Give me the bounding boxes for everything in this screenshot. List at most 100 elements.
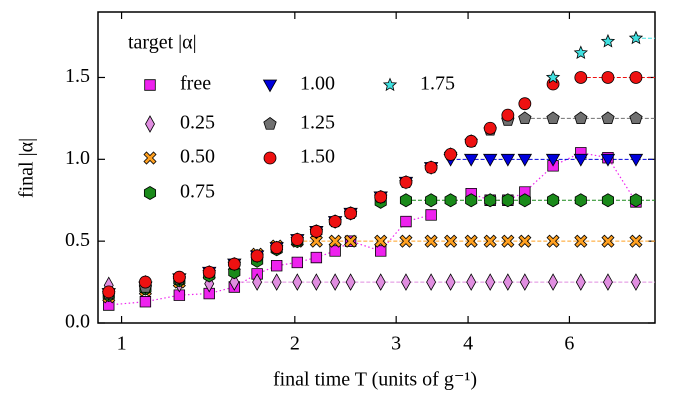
data-point xyxy=(344,234,358,248)
data-point xyxy=(444,193,457,208)
data-point xyxy=(482,153,498,167)
data-point xyxy=(463,153,479,167)
data-point xyxy=(173,289,186,301)
legend-marker xyxy=(263,117,277,130)
legend-label: 0.75 xyxy=(180,181,215,203)
data-point xyxy=(227,257,241,271)
data-point xyxy=(518,193,531,208)
data-point xyxy=(291,256,304,269)
data-point xyxy=(229,273,240,291)
data-point xyxy=(601,111,615,125)
y-tick-label: 1.0 xyxy=(65,147,90,169)
data-point xyxy=(374,190,388,204)
data-point xyxy=(600,33,616,48)
data-point xyxy=(139,296,152,308)
legend-marker xyxy=(262,79,278,93)
data-point xyxy=(424,161,438,174)
data-point xyxy=(601,193,614,208)
data-point xyxy=(517,153,533,167)
data-point xyxy=(601,234,615,248)
data-point xyxy=(311,273,322,291)
data-point xyxy=(290,233,304,246)
plot-frame xyxy=(97,11,656,324)
data-point xyxy=(546,234,560,248)
data-point xyxy=(629,111,643,125)
data-point xyxy=(345,273,356,291)
data-point xyxy=(501,108,515,122)
legend-title: target |α| xyxy=(128,32,197,54)
legend-label: free xyxy=(180,73,211,95)
x-tick-label: 2 xyxy=(290,333,300,355)
data-point xyxy=(425,209,437,221)
series-line xyxy=(108,214,432,306)
data-point xyxy=(309,224,323,238)
data-point xyxy=(309,234,323,248)
data-point xyxy=(546,111,560,125)
data-point xyxy=(344,206,357,220)
data-point xyxy=(310,251,323,264)
data-point xyxy=(465,193,478,208)
x-axis-label: final time T (units of g⁻¹) xyxy=(273,369,477,391)
data-point xyxy=(425,193,438,208)
data-point xyxy=(485,273,496,291)
data-point xyxy=(252,273,263,291)
legend-marker xyxy=(143,151,157,165)
data-point xyxy=(502,273,513,291)
data-point xyxy=(401,273,411,291)
y-axis-label: final |α| xyxy=(16,138,38,198)
data-point xyxy=(501,234,515,248)
x-tick-label: 6 xyxy=(564,333,574,355)
data-point xyxy=(601,71,615,84)
data-point xyxy=(500,153,516,167)
data-point xyxy=(250,249,264,263)
legend-label: 1.00 xyxy=(300,73,335,95)
data-point xyxy=(545,153,561,167)
data-point xyxy=(484,193,497,208)
x-tick-label: 3 xyxy=(391,333,401,355)
data-point xyxy=(518,97,532,111)
data-point xyxy=(628,153,644,167)
data-point xyxy=(574,193,587,208)
data-point xyxy=(518,111,532,125)
data-point xyxy=(630,273,641,291)
data-point xyxy=(501,193,514,208)
data-point xyxy=(574,234,588,248)
data-point xyxy=(375,273,386,291)
data-point xyxy=(172,270,186,284)
legend-label: 1.50 xyxy=(300,146,335,168)
data-point xyxy=(292,273,303,291)
data-point xyxy=(483,121,497,135)
data-point xyxy=(573,45,588,60)
data-point xyxy=(400,215,412,228)
data-point xyxy=(628,30,644,45)
data-point xyxy=(444,234,458,248)
data-point xyxy=(574,111,588,125)
data-point xyxy=(629,71,643,84)
data-point xyxy=(399,175,413,189)
data-point xyxy=(629,193,642,208)
y-tick-label: 0.0 xyxy=(65,311,90,333)
data-point xyxy=(328,215,342,228)
legend-marker xyxy=(382,77,398,92)
legend-label: 1.75 xyxy=(420,73,455,95)
data-point xyxy=(270,241,284,255)
legend-marker xyxy=(143,186,157,200)
data-point xyxy=(602,273,613,291)
data-point xyxy=(600,153,616,167)
data-point xyxy=(483,234,497,248)
data-point xyxy=(102,285,116,299)
data-point xyxy=(573,153,589,167)
y-tick-label: 1.5 xyxy=(65,65,90,87)
data-point xyxy=(426,273,437,291)
legend-label: 1.25 xyxy=(300,112,335,134)
legend-marker xyxy=(144,79,156,91)
data-point xyxy=(138,275,152,289)
y-tick-label: 0.5 xyxy=(65,229,90,251)
legend-marker xyxy=(263,151,277,165)
data-point xyxy=(328,234,342,248)
data-point xyxy=(202,265,216,279)
data-point xyxy=(374,234,388,248)
data-point xyxy=(445,273,456,291)
data-point xyxy=(424,234,438,248)
data-point xyxy=(575,273,586,291)
